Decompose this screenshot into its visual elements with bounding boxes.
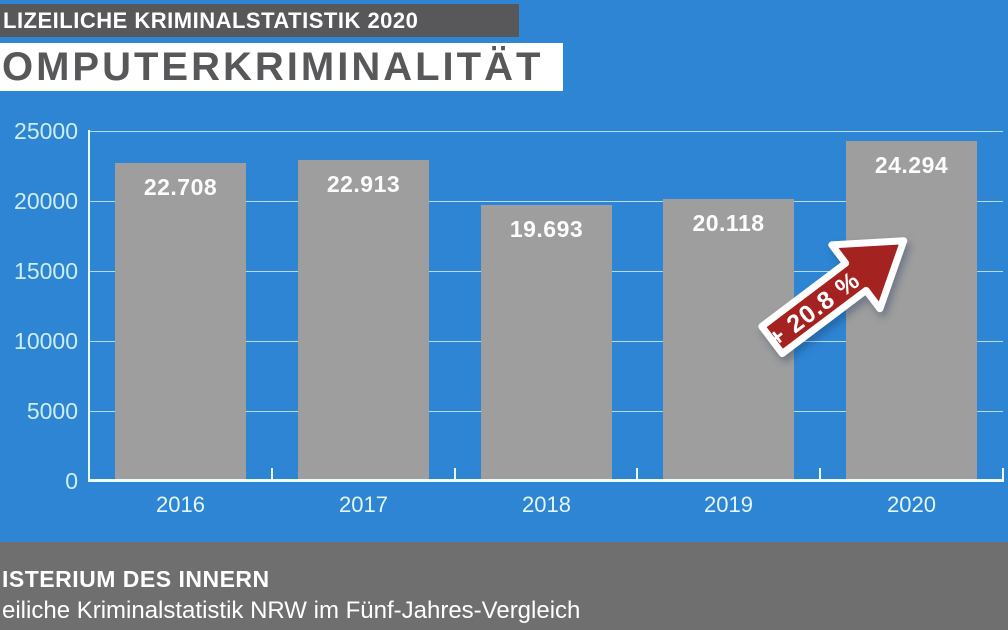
x-axis-tick	[1002, 468, 1004, 479]
y-tick-label: 10000	[14, 328, 78, 354]
y-tick-label: 25000	[14, 118, 78, 144]
footer-source-label: eiliche Kriminalstatistik NRW im Fünf-Ja…	[2, 597, 581, 624]
bar	[481, 205, 612, 482]
increase-arrow: + 20.8 %	[758, 237, 908, 358]
x-tick-label: 2017	[339, 492, 388, 517]
footer-ministry-label: ISTERIUM DES INNERN	[2, 566, 270, 592]
x-axis-line	[88, 479, 1004, 482]
bar	[846, 141, 977, 482]
x-tick-label: 2019	[704, 492, 753, 517]
page-title: OMPUTERKRIMINALITÄT	[0, 43, 563, 91]
y-tick-label: 5000	[26, 398, 78, 424]
bar-value-label: 24.294	[874, 152, 949, 178]
increase-arrow-label: + 20.8 %	[763, 266, 866, 353]
y-axis-line	[88, 130, 90, 482]
bar	[298, 160, 429, 482]
kicker-banner: LIZEILICHE KRIMINALSTATISTIK 2020	[0, 4, 519, 37]
bar-value-label: 22.913	[326, 171, 401, 197]
footer-bar: ISTERIUM DES INNERN eiliche Kriminalstat…	[0, 542, 1008, 630]
bar-value-label: 20.118	[692, 210, 765, 236]
y-tick-label: 20000	[14, 188, 78, 214]
increase-arrow-shape	[758, 237, 908, 358]
bar	[115, 163, 246, 482]
x-axis-tick	[636, 468, 638, 479]
x-axis-tick	[271, 468, 273, 479]
x-tick-label: 2018	[522, 492, 571, 517]
x-tick-label: 2016	[156, 492, 205, 517]
x-axis-tick	[819, 468, 821, 479]
x-axis-tick	[454, 468, 456, 479]
bar-value-label: 22.708	[143, 174, 218, 200]
x-tick-label: 2020	[887, 492, 936, 517]
bar-value-label: 19.693	[509, 216, 584, 242]
y-tick-label: 15000	[14, 258, 78, 284]
gridline	[89, 131, 1003, 132]
gridline	[89, 201, 1003, 202]
y-tick-label: 0	[65, 468, 78, 494]
